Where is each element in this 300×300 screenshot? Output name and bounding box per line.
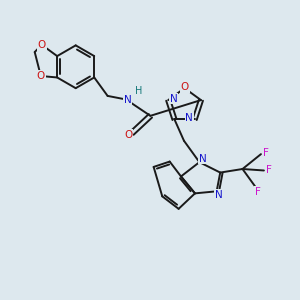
Text: F: F bbox=[263, 148, 269, 158]
Text: O: O bbox=[37, 71, 45, 81]
Text: N: N bbox=[170, 94, 177, 103]
Text: O: O bbox=[124, 130, 133, 140]
Text: N: N bbox=[215, 190, 223, 200]
Text: O: O bbox=[181, 82, 189, 92]
Text: N: N bbox=[199, 154, 206, 164]
Text: N: N bbox=[124, 95, 131, 105]
Text: O: O bbox=[38, 40, 46, 50]
Text: F: F bbox=[255, 187, 261, 196]
Text: H: H bbox=[135, 86, 142, 96]
Text: F: F bbox=[266, 165, 272, 175]
Text: N: N bbox=[185, 113, 193, 123]
